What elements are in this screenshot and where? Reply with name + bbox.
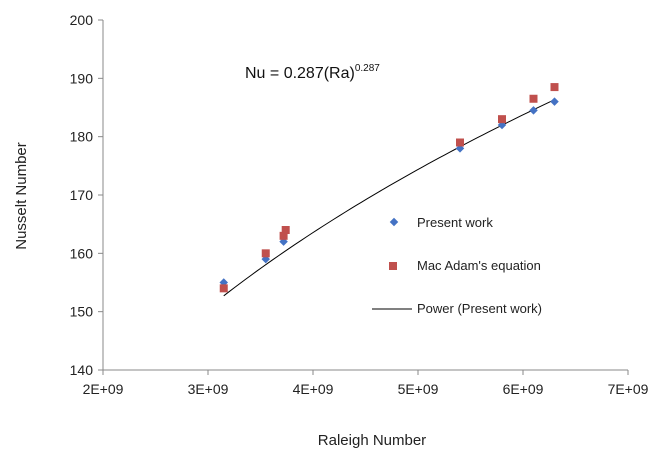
x-tick-label: 2E+09 xyxy=(83,381,124,397)
legend: Present work Mac Adam's equation Power (… xyxy=(372,215,542,316)
y-tick-label: 140 xyxy=(70,362,94,378)
ticks: 140 150 160 170 180 190 200 2E+09 3E+09 4E+09 5E+0… xyxy=(70,12,649,397)
mac-adam-point xyxy=(550,83,559,92)
equation-annotation: Nu = 0.287(Ra)0.287 xyxy=(245,63,380,82)
mac-adam-point xyxy=(529,94,538,103)
legend-label-mac-adam: Mac Adam's equation xyxy=(417,258,541,273)
mac-adam-point xyxy=(281,226,290,234)
y-tick-label: 150 xyxy=(70,304,94,320)
legend-square-marker xyxy=(389,262,397,270)
x-tick-label: 7E+09 xyxy=(608,381,649,397)
mac-adam-point xyxy=(261,249,270,258)
y-tick-label: 200 xyxy=(70,12,94,28)
legend-diamond-marker xyxy=(389,217,399,227)
y-tick-label: 160 xyxy=(70,245,94,261)
legend-item-mac-adam: Mac Adam's equation xyxy=(389,258,541,273)
mac-adam-point xyxy=(219,284,228,293)
mac-adam-point xyxy=(498,115,506,124)
legend-item-power-fit: Power (Present work) xyxy=(372,301,542,316)
y-tick-label: 170 xyxy=(70,187,94,203)
x-axis-title: Raleigh Number xyxy=(318,432,426,449)
present-work-point xyxy=(529,106,538,115)
x-tick-label: 4E+09 xyxy=(293,381,334,397)
legend-item-present-work: Present work xyxy=(389,215,493,230)
x-tick-label: 3E+09 xyxy=(188,381,229,397)
y-tick-label: 190 xyxy=(70,70,94,86)
legend-label-power-fit: Power (Present work) xyxy=(417,301,542,316)
equation-base: Nu = 0.287(Ra) xyxy=(245,65,355,82)
x-tick-label: 5E+09 xyxy=(398,381,439,397)
legend-label-present-work: Present work xyxy=(417,215,493,230)
equation-exponent: 0.287 xyxy=(355,63,380,74)
y-tick-label: 180 xyxy=(70,129,94,145)
x-tick-label: 6E+09 xyxy=(503,381,544,397)
present-work-point xyxy=(550,97,559,106)
y-axis-title: Nusselt Number xyxy=(13,142,30,250)
mac-adam-point xyxy=(279,231,288,240)
mac-adam-point xyxy=(456,138,464,147)
